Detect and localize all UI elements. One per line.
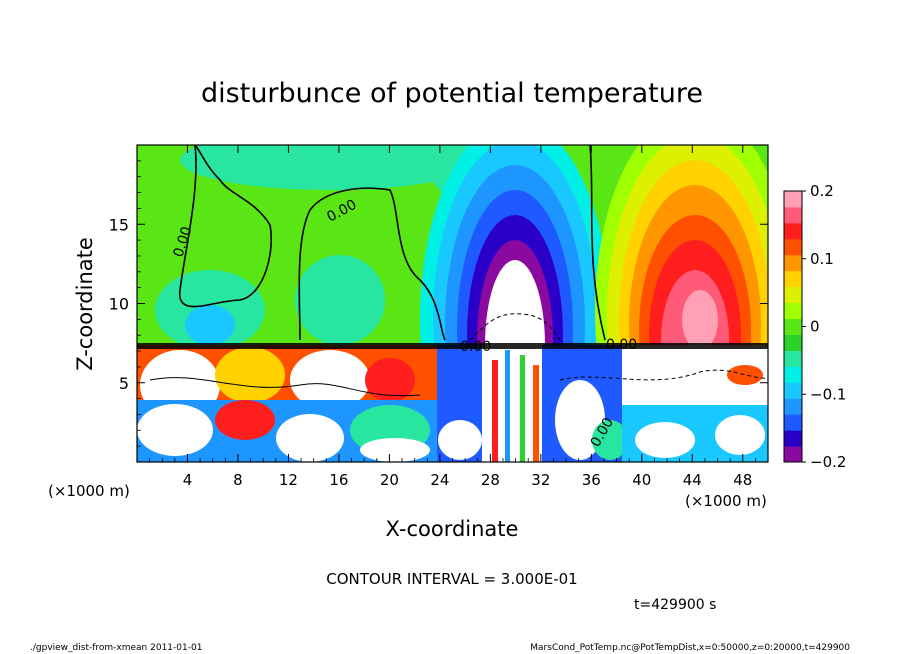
colorbar-segment: [784, 334, 802, 351]
contour-interval-text: CONTOUR INTERVAL = 3.000E-01: [326, 570, 577, 588]
colorbar-segment: [784, 430, 802, 447]
x-axis-label: X-coordinate: [386, 517, 519, 541]
colorbar-tick-label: 0.2: [810, 182, 834, 200]
x-tick-label: 12: [279, 471, 298, 489]
x-tick-label: 8: [233, 471, 243, 489]
y-axis-label: Z-coordinate: [73, 237, 97, 371]
chart-title: disturbunce of potential temperature: [201, 78, 703, 109]
colorbar-tick-label: −0.2: [810, 453, 846, 471]
colorbar-segment: [784, 286, 802, 304]
x-tick-label: 40: [632, 471, 651, 489]
colorbar: [784, 191, 802, 463]
colorbar-segment: [784, 318, 802, 335]
contour-label: 0.00: [460, 339, 491, 355]
colorbar-segment: [784, 191, 802, 208]
x-tick-label: 20: [380, 471, 399, 489]
plot-field: [137, 145, 768, 462]
y-tick-label: 5: [119, 374, 129, 393]
y-axis: 5 10 15: [109, 160, 768, 447]
colorbar-segment: [784, 206, 802, 224]
colorbar-segment: [784, 398, 802, 415]
colorbar-segment: [784, 238, 802, 256]
x-tick-label: 4: [183, 471, 193, 489]
colorbar-ticks: 0.2 0.1 0 −0.1 −0.2: [802, 182, 846, 471]
colorbar-segment: [784, 382, 802, 399]
x-tick-label: 16: [329, 471, 348, 489]
y-tick-label: 15: [109, 215, 129, 234]
colorbar-segment: [784, 254, 802, 272]
colorbar-segment: [784, 414, 802, 431]
x-axis: 4 8 12 16 20 24 28 32 36 40 44 48: [149, 145, 756, 489]
x-tick-label: 28: [481, 471, 500, 489]
y-tick-label: 10: [109, 295, 129, 314]
colorbar-tick-label: −0.1: [810, 385, 846, 403]
x-unit-right: (×1000 m): [685, 492, 767, 510]
x-tick-label: 24: [430, 471, 449, 489]
x-tick-label: 44: [683, 471, 702, 489]
colorbar-segment: [784, 302, 802, 320]
contour-label: 0.00: [606, 337, 637, 353]
footer-left: ./gpview_dist-from-xmean 2011-01-01: [30, 643, 202, 653]
x-unit-left: (×1000 m): [48, 482, 130, 500]
footer-right: MarsCond_PotTemp.nc@PotTempDist,x=0:5000…: [530, 643, 850, 653]
colorbar-segment: [784, 446, 802, 463]
colorbar-segment: [784, 366, 802, 383]
colorbar-segment: [784, 350, 802, 367]
colorbar-tick-label: 0.1: [810, 250, 834, 268]
x-tick-label: 36: [582, 471, 601, 489]
colorbar-segment: [784, 270, 802, 288]
time-text: t=429900 s: [634, 597, 716, 613]
colorbar-segment: [784, 222, 802, 240]
x-tick-label: 32: [531, 471, 550, 489]
x-tick-label: 48: [733, 471, 752, 489]
colorbar-tick-label: 0: [810, 318, 820, 336]
